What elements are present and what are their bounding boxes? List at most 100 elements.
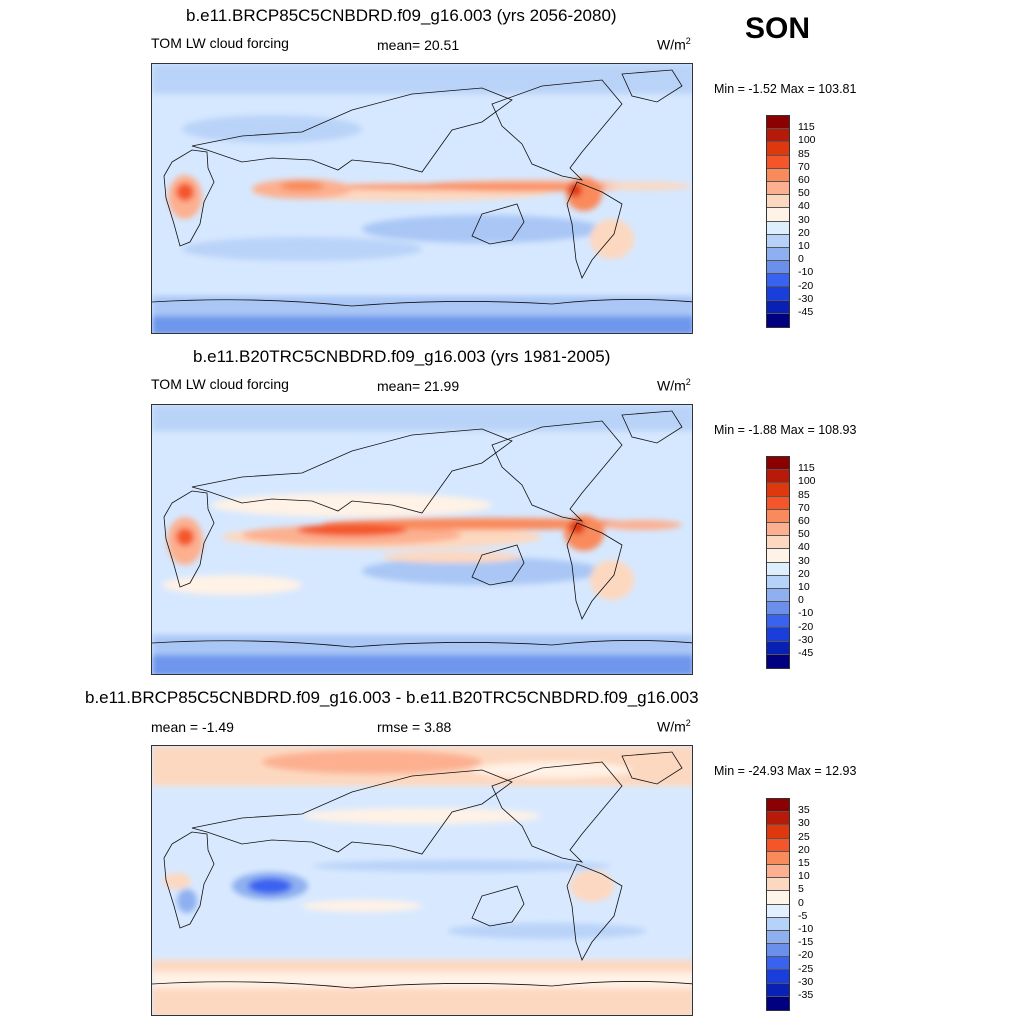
colorbar-tick-label: 20 (798, 567, 810, 580)
colorbar-swatch (767, 957, 789, 971)
colorbar-tick-label: 115 (798, 462, 815, 475)
colorbar-tick-label: -45 (798, 647, 814, 659)
panel-3-map (151, 745, 693, 1016)
colorbar-swatch (767, 261, 789, 275)
colorbar-tick-label: 10 (798, 870, 810, 883)
colorbar-tick-label: 0 (798, 896, 804, 909)
colorbar-tick-label: 30 (798, 213, 810, 226)
panel-2-units: W/m2 (657, 377, 691, 394)
colorbar-tick-label: 85 (798, 147, 810, 160)
colorbar-tick-label: 40 (798, 541, 810, 554)
colorbar-swatch (767, 549, 789, 563)
colorbar-swatch (767, 917, 789, 931)
colorbar-swatch (767, 496, 789, 510)
colorbar-tick-label: -25 (798, 962, 814, 975)
colorbar-swatch (767, 129, 789, 143)
colorbar-tick-label: 15 (798, 857, 810, 869)
colorbar-tick-label: -5 (798, 909, 808, 922)
colorbar-tick-label: -15 (798, 936, 814, 949)
colorbar-swatch (767, 562, 789, 576)
colorbar-swatch (767, 181, 789, 196)
colorbar-swatch (767, 944, 789, 958)
colorbar-tick-label: 50 (798, 187, 810, 200)
colorbar-swatch (767, 851, 789, 865)
colorbar-tick-label: -20 (798, 949, 814, 962)
colorbar-tick-label: 40 (798, 200, 810, 213)
colorbar-swatch (767, 234, 789, 248)
colorbar-tick-label: 5 (798, 883, 804, 896)
panel-1-field-label: TOM LW cloud forcing (151, 35, 289, 51)
colorbar-tick-label: -10 (798, 607, 814, 620)
panel-1-mean: mean= 20.51 (377, 37, 460, 53)
colorbar-swatch (767, 247, 789, 262)
colorbar-tick-label: 20 (798, 843, 810, 856)
colorbar-swatch (767, 799, 789, 813)
panel-2-colorbar (766, 456, 790, 669)
colorbar-swatch (767, 300, 789, 314)
panel-3-units: W/m2 (657, 718, 691, 735)
panel-3-title: b.e11.BRCP85C5CNBDRD.f09_g16.003 - b.e11… (85, 688, 699, 707)
colorbar-swatch (767, 996, 789, 1010)
colorbar-tick-label: 60 (798, 174, 810, 186)
colorbar-tick-label: 50 (798, 528, 810, 541)
colorbar-swatch (767, 287, 789, 301)
colorbar-tick-label: -35 (798, 989, 814, 1001)
colorbar-swatch (767, 641, 789, 655)
panel-1-colorbar (766, 115, 790, 328)
panel-2-minmax: Min = -1.88 Max = 108.93 (714, 423, 857, 437)
panel-2-field-label: TOM LW cloud forcing (151, 376, 289, 392)
colorbar-tick-label: -30 (798, 292, 814, 305)
colorbar-swatch (767, 536, 789, 550)
colorbar-tick-label: 100 (798, 134, 816, 147)
panel-3-mean: mean = -1.49 (151, 719, 234, 735)
colorbar-swatch (767, 168, 789, 182)
colorbar-tick-label: -30 (798, 975, 814, 988)
colorbar-tick-label: 100 (798, 475, 816, 488)
panel-1-units: W/m2 (657, 36, 691, 53)
colorbar-tick-label: 30 (798, 554, 810, 567)
colorbar-swatch (767, 116, 789, 130)
colorbar-swatch (767, 602, 789, 616)
panel-2-mean: mean= 21.99 (377, 378, 460, 394)
colorbar-tick-label: 60 (798, 515, 810, 527)
colorbar-swatch (767, 208, 789, 222)
colorbar-tick-label: 10 (798, 581, 810, 593)
colorbar-swatch (767, 195, 789, 209)
colorbar-swatch (767, 483, 789, 497)
colorbar-swatch (767, 812, 789, 826)
colorbar-swatch (767, 522, 789, 537)
colorbar-swatch (767, 274, 789, 288)
colorbar-tick-label: -20 (798, 279, 814, 292)
colorbar-swatch (767, 470, 789, 484)
colorbar-tick-label: 20 (798, 226, 810, 239)
colorbar-swatch (767, 588, 789, 603)
colorbar-swatch (767, 904, 789, 918)
colorbar-swatch (767, 970, 789, 984)
colorbar-swatch (767, 615, 789, 629)
colorbar-swatch (767, 221, 789, 235)
colorbar-swatch (767, 825, 789, 839)
panel-1-map (151, 63, 693, 334)
colorbar-tick-label: 25 (798, 830, 810, 843)
panel-3-colorbar (766, 798, 790, 1011)
colorbar-tick-label: -45 (798, 306, 814, 318)
panel-3-minmax: Min = -24.93 Max = 12.93 (714, 764, 857, 778)
colorbar-swatch (767, 983, 789, 997)
colorbar-tick-label: 85 (798, 488, 810, 501)
colorbar-swatch (767, 155, 789, 169)
colorbar-tick-label: -10 (798, 266, 814, 279)
colorbar-swatch (767, 313, 789, 327)
panel-1-title: b.e11.BRCP85C5CNBDRD.f09_g16.003 (yrs 20… (186, 6, 617, 25)
colorbar-swatch (767, 142, 789, 156)
colorbar-swatch (767, 878, 789, 892)
colorbar-swatch (767, 838, 789, 852)
colorbar-tick-label: 70 (798, 501, 810, 514)
colorbar-swatch (767, 930, 789, 945)
colorbar-tick-label: -30 (798, 633, 814, 646)
colorbar-swatch (767, 628, 789, 642)
panel-2-title: b.e11.B20TRC5CNBDRD.f09_g16.003 (yrs 198… (193, 347, 611, 366)
panel-1-minmax: Min = -1.52 Max = 103.81 (714, 82, 857, 96)
colorbar-tick-label: -20 (798, 620, 814, 633)
colorbar-tick-label: 10 (798, 240, 810, 252)
colorbar-swatch (767, 654, 789, 668)
